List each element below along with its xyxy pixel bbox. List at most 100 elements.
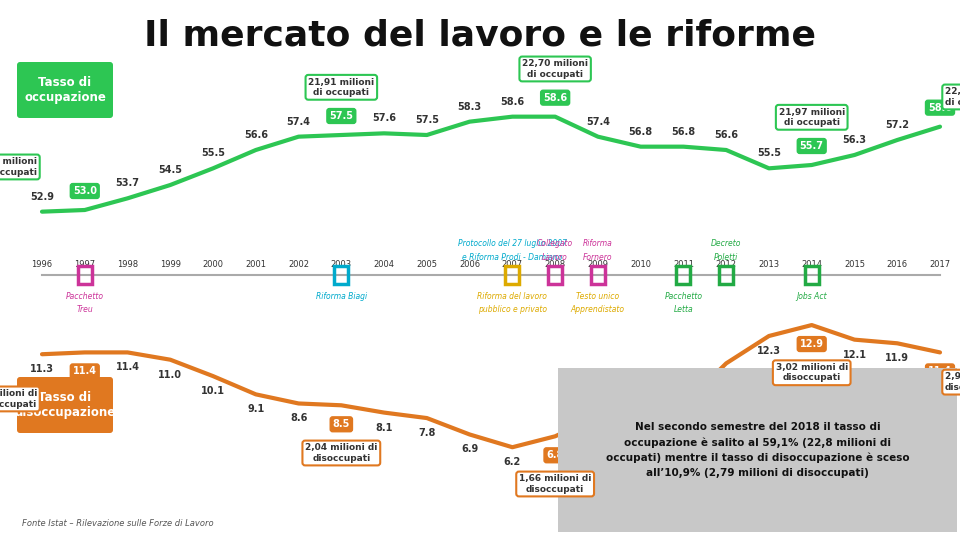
Text: 11.4: 11.4 — [73, 367, 97, 376]
Text: e Riforma Prodi - Damiano: e Riforma Prodi - Damiano — [463, 253, 563, 262]
Text: Poletti: Poletti — [714, 253, 738, 262]
Text: 53.7: 53.7 — [115, 178, 139, 188]
Text: 2006: 2006 — [459, 260, 480, 269]
Text: 2003: 2003 — [331, 260, 352, 269]
Text: Nel secondo semestre del 2018 il tasso di
occupazione è salito al 59,1% (22,8 mi: Nel secondo semestre del 2018 il tasso d… — [606, 422, 909, 478]
Text: 8.5: 8.5 — [632, 415, 649, 426]
Text: 2010: 2010 — [630, 260, 651, 269]
Text: 2013: 2013 — [758, 260, 780, 269]
Text: 12.3: 12.3 — [756, 346, 780, 356]
Bar — [548, 266, 563, 284]
Text: Lavoro: Lavoro — [542, 253, 568, 262]
Text: 2015: 2015 — [844, 260, 865, 269]
Bar — [78, 266, 92, 284]
Text: 2012: 2012 — [716, 260, 736, 269]
Text: 55.5: 55.5 — [756, 148, 780, 158]
Text: 1,66 milioni di
disoccupati: 1,66 milioni di disoccupati — [519, 474, 591, 494]
Text: Protocollo del 27 luglio 2007: Protocollo del 27 luglio 2007 — [458, 239, 567, 248]
Text: 2014: 2014 — [802, 260, 822, 269]
FancyBboxPatch shape — [558, 368, 957, 532]
Text: 12.1: 12.1 — [843, 349, 867, 360]
Text: 2001: 2001 — [246, 260, 266, 269]
Text: Jobs Act: Jobs Act — [797, 292, 827, 301]
Text: 7.9: 7.9 — [589, 426, 607, 436]
Text: 56.8: 56.8 — [671, 127, 695, 137]
Text: 58.3: 58.3 — [458, 102, 482, 112]
Text: 11.0: 11.0 — [158, 370, 182, 380]
Text: 10.1: 10.1 — [201, 386, 225, 396]
Text: 6.9: 6.9 — [461, 444, 478, 455]
Text: 22,70 milioni
di occupati: 22,70 milioni di occupati — [522, 59, 588, 79]
Text: 56.6: 56.6 — [714, 130, 738, 140]
Bar — [334, 266, 348, 284]
Text: 55.7: 55.7 — [800, 141, 824, 151]
Text: 56.3: 56.3 — [843, 135, 867, 145]
Text: 11.3: 11.3 — [30, 364, 54, 374]
Text: 1996: 1996 — [32, 260, 53, 269]
Text: 2007: 2007 — [502, 260, 523, 269]
FancyBboxPatch shape — [17, 62, 113, 118]
Bar — [591, 266, 605, 284]
Text: Riforma del lavoro: Riforma del lavoro — [477, 292, 547, 301]
Text: Tasso di
disoccupazione: Tasso di disoccupazione — [14, 391, 115, 419]
Text: Treu: Treu — [77, 305, 93, 314]
Text: 2008: 2008 — [544, 260, 565, 269]
Text: 52.9: 52.9 — [30, 192, 54, 201]
Text: 53.0: 53.0 — [73, 186, 97, 196]
Text: 55.5: 55.5 — [201, 148, 225, 158]
Text: 11.9: 11.9 — [885, 353, 909, 363]
Text: 57.6: 57.6 — [372, 113, 396, 123]
Bar — [804, 266, 819, 284]
Text: Tasso di
occupazione: Tasso di occupazione — [24, 76, 106, 104]
Text: 11.4: 11.4 — [115, 362, 139, 373]
Text: 1998: 1998 — [117, 260, 138, 269]
Text: 2002: 2002 — [288, 260, 309, 269]
Text: 1999: 1999 — [159, 260, 180, 269]
Text: Apprendistato: Apprendistato — [571, 305, 625, 314]
Text: 2011: 2011 — [673, 260, 694, 269]
Text: 58.0: 58.0 — [928, 103, 952, 113]
Text: 11.4: 11.4 — [928, 367, 952, 376]
Text: 20,46 milioni
di occupati: 20,46 milioni di occupati — [0, 157, 37, 177]
Text: 9.1: 9.1 — [247, 404, 264, 414]
Text: 8.6: 8.6 — [290, 414, 307, 423]
Text: Fonte Istat – Rilevazione sulle Forze di Lavoro: Fonte Istat – Rilevazione sulle Forze di… — [22, 519, 214, 528]
Bar — [505, 266, 519, 284]
Text: 58.6: 58.6 — [543, 93, 567, 103]
Text: 2,63 milioni di
disoccupati: 2,63 milioni di disoccupati — [0, 389, 37, 409]
Text: 2,90 milioni di
disoccupati: 2,90 milioni di disoccupati — [945, 373, 960, 392]
Text: Pacchetto: Pacchetto — [66, 292, 104, 301]
Text: 56.8: 56.8 — [629, 127, 653, 137]
Text: 22,44 milioni
di occupati: 22,44 milioni di occupati — [945, 87, 960, 107]
FancyBboxPatch shape — [17, 377, 113, 433]
Text: Il mercato del lavoro e le riforme: Il mercato del lavoro e le riforme — [144, 18, 816, 52]
Text: Fornero: Fornero — [583, 253, 612, 262]
Text: 57.4: 57.4 — [586, 117, 610, 127]
Text: 1997: 1997 — [74, 260, 95, 269]
Text: 8.5: 8.5 — [333, 419, 350, 429]
Text: Riforma: Riforma — [583, 239, 612, 248]
Text: 54.5: 54.5 — [158, 165, 182, 175]
Text: 8.5: 8.5 — [675, 415, 692, 426]
Text: 6.2: 6.2 — [504, 457, 521, 467]
Text: 6.8: 6.8 — [546, 450, 564, 460]
Text: Collegato: Collegato — [537, 239, 573, 248]
Text: 2005: 2005 — [417, 260, 438, 269]
Text: Pacchetto: Pacchetto — [664, 292, 703, 301]
Text: 12.9: 12.9 — [800, 339, 824, 349]
Text: 56.6: 56.6 — [244, 130, 268, 140]
Bar — [677, 266, 690, 284]
Bar — [719, 266, 733, 284]
Text: Letta: Letta — [674, 305, 693, 314]
Text: 58.6: 58.6 — [500, 97, 524, 107]
Text: 57.2: 57.2 — [885, 120, 909, 130]
Text: pubblico e privato: pubblico e privato — [478, 305, 547, 314]
Text: 2004: 2004 — [373, 260, 395, 269]
Text: 57.5: 57.5 — [415, 115, 439, 125]
Text: 21,91 milioni
di occupati: 21,91 milioni di occupati — [308, 78, 374, 97]
Text: 21,97 milioni
di occupati: 21,97 milioni di occupati — [779, 107, 845, 127]
Text: 57.4: 57.4 — [287, 117, 311, 127]
Text: Riforma Biagi: Riforma Biagi — [316, 292, 367, 301]
Text: 2017: 2017 — [929, 260, 950, 269]
Text: Testo unico: Testo unico — [576, 292, 619, 301]
